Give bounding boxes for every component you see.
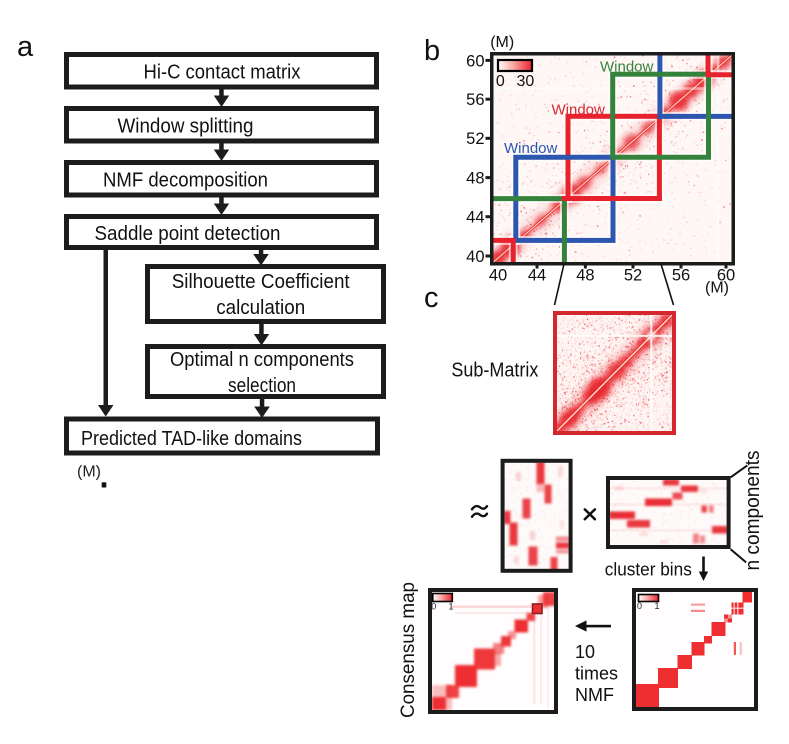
svg-text:calculation: calculation bbox=[216, 297, 305, 319]
svg-text:60: 60 bbox=[466, 52, 484, 70]
svg-text:1: 1 bbox=[448, 602, 453, 612]
svg-text:30: 30 bbox=[517, 73, 535, 90]
svg-text:52: 52 bbox=[624, 267, 642, 285]
svg-text:Silhouette Coefficient: Silhouette Coefficient bbox=[172, 271, 350, 293]
svg-text:48: 48 bbox=[576, 267, 594, 285]
svg-text:(M): (M) bbox=[490, 34, 514, 51]
svg-text:Sub-Matrix: Sub-Matrix bbox=[451, 360, 538, 382]
svg-text:48: 48 bbox=[466, 170, 484, 188]
svg-text:Window: Window bbox=[504, 140, 558, 157]
svg-text:10: 10 bbox=[575, 642, 595, 662]
svg-text:60: 60 bbox=[717, 267, 735, 285]
svg-text:40: 40 bbox=[466, 248, 484, 266]
svg-text:selection: selection bbox=[228, 375, 296, 397]
svg-text:Window: Window bbox=[552, 102, 606, 119]
svg-text:a: a bbox=[17, 31, 34, 63]
svg-text:0: 0 bbox=[637, 601, 642, 611]
svg-text:56: 56 bbox=[466, 91, 484, 109]
svg-text:b: b bbox=[424, 35, 440, 67]
svg-text:Optimal n components: Optimal n components bbox=[170, 349, 354, 371]
svg-text:56: 56 bbox=[672, 267, 690, 285]
svg-text:0: 0 bbox=[496, 73, 505, 90]
svg-text:NMF decomposition: NMF decomposition bbox=[103, 170, 268, 192]
svg-text:40: 40 bbox=[489, 267, 507, 285]
svg-text:Saddle point detection: Saddle point detection bbox=[95, 223, 281, 245]
svg-text:Hi-C contact matrix: Hi-C contact matrix bbox=[144, 62, 301, 84]
svg-text:Predicted TAD-like domains: Predicted TAD-like domains bbox=[81, 428, 302, 450]
svg-text:52: 52 bbox=[466, 130, 484, 148]
svg-text:c: c bbox=[424, 282, 439, 314]
svg-text:cluster bins: cluster bins bbox=[605, 560, 692, 580]
svg-text:44: 44 bbox=[528, 267, 546, 285]
svg-text:Window: Window bbox=[600, 59, 654, 76]
svg-text:n components: n components bbox=[742, 451, 764, 571]
svg-text:NMF: NMF bbox=[575, 685, 614, 705]
svg-text:(M): (M) bbox=[705, 280, 729, 297]
svg-text:Window splitting: Window splitting bbox=[118, 116, 254, 138]
svg-text:times: times bbox=[575, 664, 618, 684]
svg-text:1: 1 bbox=[654, 601, 659, 611]
svg-text:44: 44 bbox=[466, 209, 484, 227]
svg-text:Consensus map: Consensus map bbox=[398, 582, 419, 718]
svg-text:(M): (M) bbox=[77, 464, 101, 481]
svg-text:0: 0 bbox=[431, 602, 436, 612]
